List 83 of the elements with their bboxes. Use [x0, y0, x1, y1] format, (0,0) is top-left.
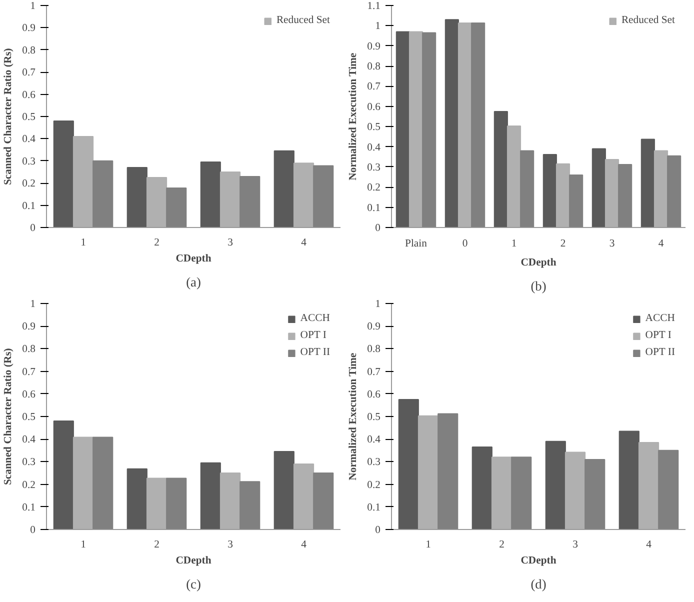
y-axis-title: Scanned Character Ratio (Rs): [3, 48, 14, 186]
legend-label: Reduced Set: [621, 15, 675, 26]
y-axis-title: Scanned Character Ratio (Rs): [3, 348, 14, 486]
y-tick-label: 0.2: [367, 182, 381, 194]
legend-label: OPT II: [645, 347, 675, 358]
y-tick-label: 0.4: [22, 434, 36, 446]
text: (b): [530, 278, 546, 294]
y-tick-label: 0.2: [22, 178, 36, 190]
y-tick-label: 0.9: [22, 322, 36, 333]
text: (a): [186, 274, 201, 290]
x-tick-label: 4: [301, 540, 308, 550]
y-tick-label: 0.8: [22, 344, 36, 356]
x-tick-label: 3: [609, 238, 615, 250]
y-tick-label: 0.5: [367, 412, 381, 423]
y-tick-label: 0.6: [367, 102, 382, 113]
x-tick-label: 3: [572, 540, 578, 550]
x-tick-label: 4: [301, 238, 308, 248]
y-tick-label: 0.6: [22, 389, 36, 400]
text: (d): [530, 576, 546, 592]
legend-label: ACCH: [645, 313, 675, 324]
y-tick-label: 0.1: [22, 200, 36, 212]
x-axis-title: CDepth: [176, 556, 212, 566]
x-axis-title: CDepth: [520, 556, 556, 566]
y-tick-label: 0: [375, 525, 380, 536]
y-axis-title: Normalized Execution Time: [348, 52, 360, 180]
y-tick-label: 0.7: [22, 68, 36, 79]
y-tick-label: 0.9: [367, 41, 381, 52]
legend-label: OPT II: [300, 347, 330, 358]
y-tick-label: 0: [30, 223, 36, 234]
y-tick-label: 0.3: [367, 457, 381, 468]
legend-label: ACCH: [300, 313, 330, 324]
y-tick-label: 0.4: [367, 434, 382, 446]
y-tick-label: 0.4: [367, 142, 382, 154]
y-tick-label: 0.6: [22, 90, 36, 101]
y-tick-label: 1: [375, 21, 380, 32]
y-tick-label: 0: [375, 223, 380, 234]
x-tick-label: 3: [228, 238, 233, 248]
y-tick-label: 0.9: [22, 23, 36, 34]
x-tick-label: 4: [658, 238, 664, 250]
y-tick-label: 0.1: [367, 502, 381, 514]
y-tick-label: 0: [30, 525, 36, 536]
x-tick-label: 1: [80, 238, 86, 248]
y-tick-label: 0.7: [367, 366, 382, 378]
x-tick-label: 1: [426, 540, 431, 550]
x-tick-label: 2: [499, 540, 504, 550]
legend-label: OPT I: [645, 330, 672, 341]
x-tick-label: Plain: [405, 238, 428, 250]
y-tick-label: 0.1: [367, 202, 381, 214]
x-tick-label: 0: [462, 238, 468, 250]
y-tick-label: 0.8: [367, 62, 381, 73]
x-axis-title: CDepth: [520, 258, 556, 268]
y-tick-label: 0.5: [22, 412, 36, 423]
y-tick-label: 0.9: [367, 322, 381, 333]
y-tick-label: 0.2: [22, 480, 36, 491]
legend-label: OPT I: [300, 330, 326, 341]
y-tick-label: 1.1: [367, 1, 381, 12]
y-tick-label: 0.1: [22, 502, 36, 514]
y-axis-title: Normalized Execution Time: [348, 352, 360, 480]
x-tick-label: 1: [511, 238, 517, 250]
y-tick-label: 1: [375, 299, 380, 310]
y-tick-label: 1: [30, 1, 36, 12]
y-tick-label: 0.2: [367, 480, 381, 491]
y-tick-label: 0.3: [22, 457, 36, 468]
x-tick-label: 2: [560, 238, 566, 250]
x-tick-label: 3: [228, 540, 233, 550]
y-tick-label: 0.5: [22, 112, 36, 123]
x-tick-label: 1: [80, 540, 86, 550]
y-tick-label: 0.7: [367, 82, 382, 93]
y-tick-label: 0.8: [367, 344, 381, 356]
y-tick-label: 0.3: [22, 156, 36, 168]
y-tick-label: 1: [30, 299, 36, 310]
y-tick-label: 0.4: [22, 134, 36, 146]
y-tick-label: 0.8: [22, 45, 36, 56]
x-tick-label: 4: [646, 540, 652, 550]
text: (c): [186, 576, 201, 592]
y-tick-label: 0.3: [367, 162, 381, 174]
legend-label: Reduced Set: [276, 15, 330, 26]
y-tick-label: 0.6: [367, 389, 382, 400]
y-tick-label: 0.5: [367, 122, 381, 134]
x-tick-label: 2: [154, 238, 160, 248]
x-axis-title: CDepth: [176, 254, 212, 264]
y-tick-label: 0.7: [22, 366, 36, 378]
x-tick-label: 2: [154, 540, 160, 550]
